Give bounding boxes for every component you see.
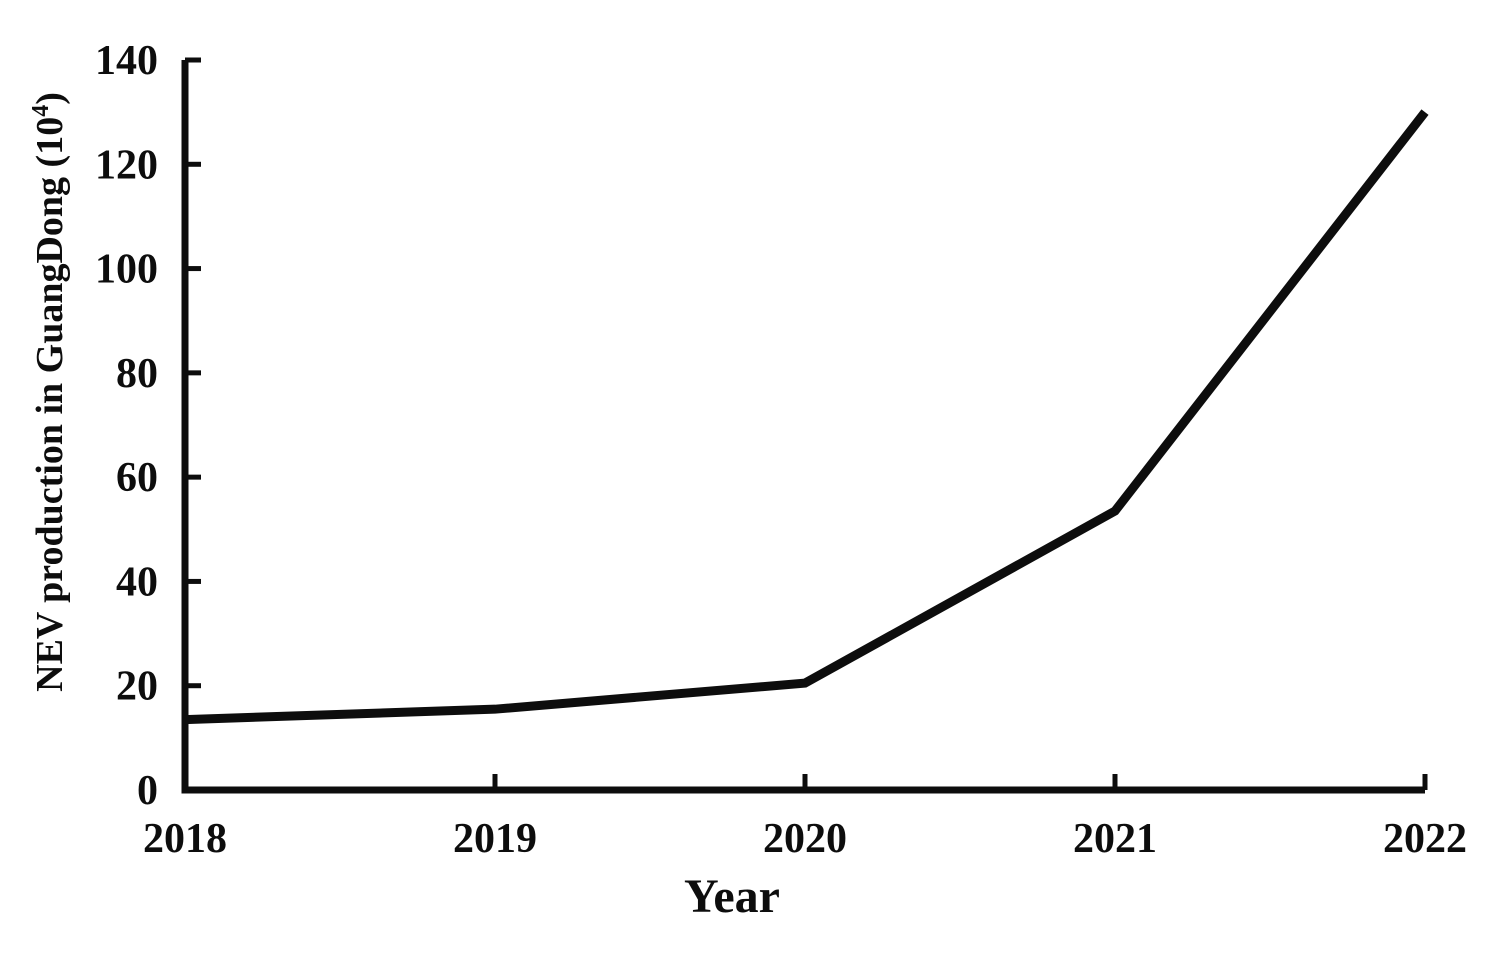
y-tick-label: 80 [116,351,158,397]
x-axis-title: Year [684,870,780,923]
y-axis-title: NEV production in GuangDong (104) [28,92,71,692]
x-tick-label: 2019 [453,816,537,862]
y-tick-label: 140 [95,38,158,84]
y-tick-label: 60 [116,455,158,501]
x-tick-label: 2021 [1073,816,1157,862]
y-tick-label: 100 [95,247,158,293]
y-tick-label: 40 [116,559,158,605]
y-tick-label: 20 [116,664,158,710]
x-tick-label: 2020 [763,816,847,862]
y-tick-label: 120 [95,142,158,188]
x-tick-label: 2022 [1383,816,1467,862]
y-axis-title-superscript: 4 [28,105,54,117]
y-axis-title-suffix: ) [29,92,71,105]
x-tick-label: 2018 [143,816,227,862]
plot-area: 0 20 40 60 80 100 120 140 2018 2019 2020 2021 2022 [95,38,1467,862]
y-tick-label: 0 [137,768,158,814]
y-axis-title-text: NEV production in GuangDong (10 [29,117,71,692]
data-line-nev-production [184,109,1429,725]
